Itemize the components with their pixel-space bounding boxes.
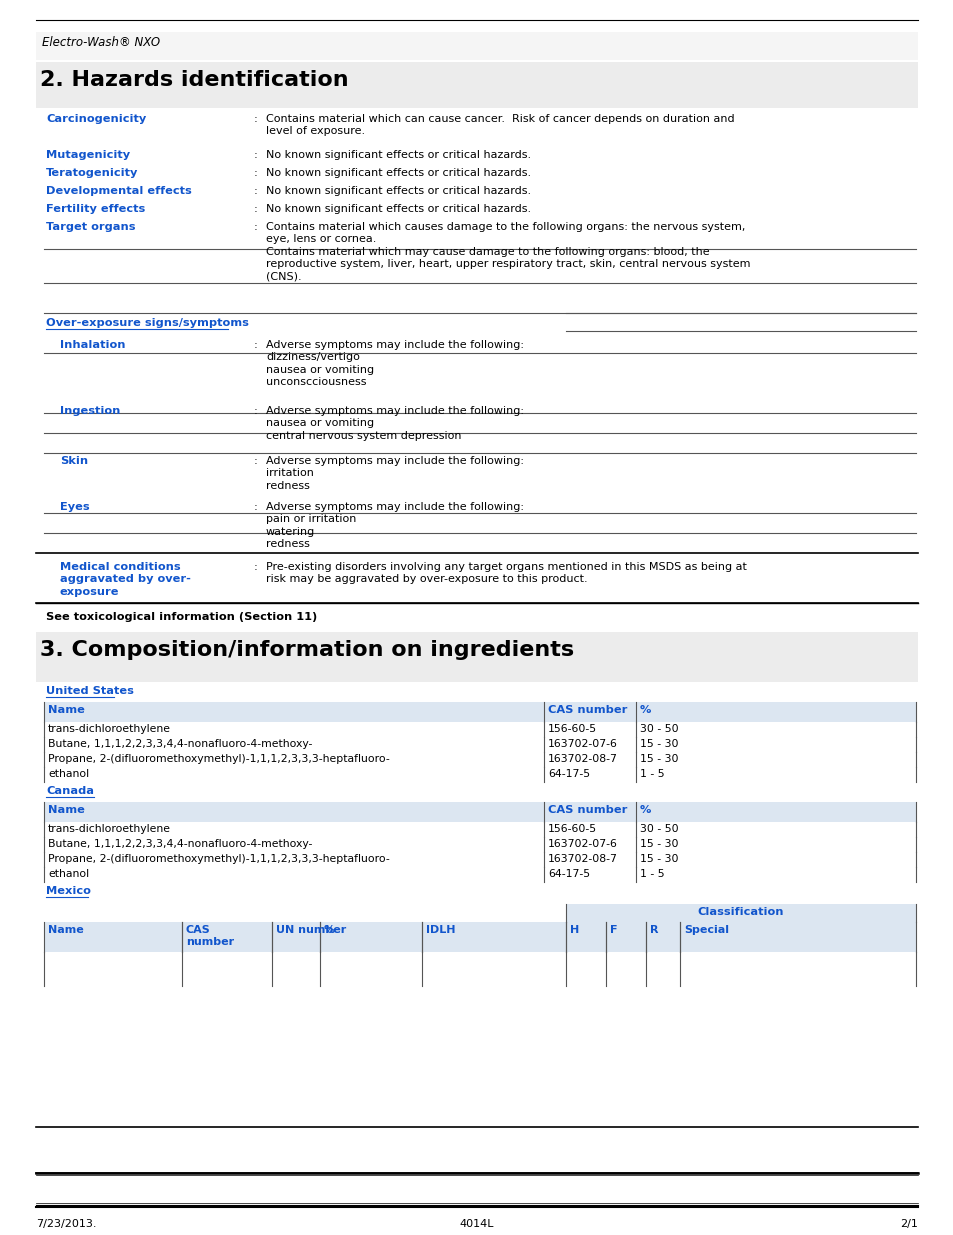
Text: 3. Composition/information on ingredients: 3. Composition/information on ingredient… xyxy=(40,640,574,659)
Text: Adverse symptoms may include the following:
irritation
redness: Adverse symptoms may include the followi… xyxy=(266,456,523,490)
Text: Contains material which can cause cancer.  Risk of cancer depends on duration an: Contains material which can cause cancer… xyxy=(266,114,734,136)
Text: 30 - 50: 30 - 50 xyxy=(639,724,678,734)
Text: No known significant effects or critical hazards.: No known significant effects or critical… xyxy=(266,204,531,214)
Text: CAS number: CAS number xyxy=(547,705,627,715)
Text: Canada: Canada xyxy=(46,785,94,797)
Text: Mexico: Mexico xyxy=(46,885,91,897)
Text: 163702-08-7: 163702-08-7 xyxy=(547,853,618,864)
Text: 15 - 30: 15 - 30 xyxy=(639,853,678,864)
Text: 15 - 30: 15 - 30 xyxy=(639,755,678,764)
Text: 4014L: 4014L xyxy=(459,1219,494,1229)
Text: Ingestion: Ingestion xyxy=(60,406,120,416)
Text: 156-60-5: 156-60-5 xyxy=(547,824,597,834)
Text: :: : xyxy=(253,168,257,178)
Text: Classification: Classification xyxy=(697,906,783,918)
Text: :: : xyxy=(253,562,257,572)
Text: Electro-Wash® NXO: Electro-Wash® NXO xyxy=(42,36,160,49)
Text: Skin: Skin xyxy=(60,456,88,466)
Bar xyxy=(36,32,917,61)
Text: 64-17-5: 64-17-5 xyxy=(547,869,590,879)
Text: Name: Name xyxy=(48,805,85,815)
Text: No known significant effects or critical hazards.: No known significant effects or critical… xyxy=(266,186,531,196)
Text: Target organs: Target organs xyxy=(46,222,135,232)
Text: Inhalation: Inhalation xyxy=(60,340,126,350)
Text: :: : xyxy=(253,222,257,232)
Text: :: : xyxy=(253,114,257,124)
Text: ethanol: ethanol xyxy=(48,769,89,779)
Bar xyxy=(44,923,915,952)
Text: %: % xyxy=(639,805,651,815)
Text: H: H xyxy=(569,925,578,935)
Text: 156-60-5: 156-60-5 xyxy=(547,724,597,734)
Text: Propane, 2-(difluoromethoxymethyl)-1,1,1,2,3,3,3-heptafluoro-: Propane, 2-(difluoromethoxymethyl)-1,1,1… xyxy=(48,853,390,864)
Text: 2/1: 2/1 xyxy=(900,1219,917,1229)
Text: Butane, 1,1,1,2,2,3,3,4,4-nonafluoro-4-methoxy-: Butane, 1,1,1,2,2,3,3,4,4-nonafluoro-4-m… xyxy=(48,839,312,848)
Text: 163702-07-6: 163702-07-6 xyxy=(547,739,618,748)
Text: Developmental effects: Developmental effects xyxy=(46,186,192,196)
Text: Special: Special xyxy=(683,925,728,935)
Text: See toxicological information (Section 11): See toxicological information (Section 1… xyxy=(46,613,317,622)
Text: Mutagenicity: Mutagenicity xyxy=(46,149,130,161)
Bar xyxy=(36,632,917,682)
Text: F: F xyxy=(609,925,617,935)
Text: :: : xyxy=(253,149,257,161)
Text: Over-exposure signs/symptoms: Over-exposure signs/symptoms xyxy=(46,317,249,329)
Text: Butane, 1,1,1,2,2,3,3,4,4-nonafluoro-4-methoxy-: Butane, 1,1,1,2,2,3,3,4,4-nonafluoro-4-m… xyxy=(48,739,312,748)
Text: :: : xyxy=(253,204,257,214)
Text: 2. Hazards identification: 2. Hazards identification xyxy=(40,70,348,90)
Text: Carcinogenicity: Carcinogenicity xyxy=(46,114,146,124)
Text: Fertility effects: Fertility effects xyxy=(46,204,145,214)
Text: :: : xyxy=(253,406,257,416)
Text: Pre-existing disorders involving any target organs mentioned in this MSDS as bei: Pre-existing disorders involving any tar… xyxy=(266,562,746,584)
Text: :: : xyxy=(253,340,257,350)
Text: Adverse symptoms may include the following:
nausea or vomiting
central nervous s: Adverse symptoms may include the followi… xyxy=(266,406,523,441)
Text: 15 - 30: 15 - 30 xyxy=(639,839,678,848)
Text: CAS
number: CAS number xyxy=(186,925,233,947)
Bar xyxy=(44,802,915,823)
Bar xyxy=(565,904,915,923)
Text: Name: Name xyxy=(48,925,84,935)
Text: CAS number: CAS number xyxy=(547,805,627,815)
Text: ethanol: ethanol xyxy=(48,869,89,879)
Text: No known significant effects or critical hazards.: No known significant effects or critical… xyxy=(266,168,531,178)
Text: United States: United States xyxy=(46,685,133,697)
Text: 30 - 50: 30 - 50 xyxy=(639,824,678,834)
Text: :: : xyxy=(253,501,257,513)
Text: Propane, 2-(difluoromethoxymethyl)-1,1,1,2,3,3,3-heptafluoro-: Propane, 2-(difluoromethoxymethyl)-1,1,1… xyxy=(48,755,390,764)
Text: Contains material which causes damage to the following organs: the nervous syste: Contains material which causes damage to… xyxy=(266,222,750,282)
Text: Teratogenicity: Teratogenicity xyxy=(46,168,138,178)
Text: Adverse symptoms may include the following:
pain or irritation
watering
redness: Adverse symptoms may include the followi… xyxy=(266,501,523,550)
Text: :: : xyxy=(253,456,257,466)
Text: IDLH: IDLH xyxy=(426,925,455,935)
Bar xyxy=(36,62,917,107)
Text: 1 - 5: 1 - 5 xyxy=(639,869,664,879)
Text: 1 - 5: 1 - 5 xyxy=(639,769,664,779)
Text: %: % xyxy=(639,705,651,715)
Text: trans-dichloroethylene: trans-dichloroethylene xyxy=(48,824,171,834)
Text: 7/23/2013.: 7/23/2013. xyxy=(36,1219,96,1229)
Bar xyxy=(44,701,915,722)
Text: %: % xyxy=(324,925,335,935)
Text: 15 - 30: 15 - 30 xyxy=(639,739,678,748)
Text: 163702-08-7: 163702-08-7 xyxy=(547,755,618,764)
Text: Adverse symptoms may include the following:
dizziness/vertigo
nausea or vomiting: Adverse symptoms may include the followi… xyxy=(266,340,523,388)
Text: UN number: UN number xyxy=(275,925,346,935)
Text: 64-17-5: 64-17-5 xyxy=(547,769,590,779)
Text: 163702-07-6: 163702-07-6 xyxy=(547,839,618,848)
Text: No known significant effects or critical hazards.: No known significant effects or critical… xyxy=(266,149,531,161)
Text: Name: Name xyxy=(48,705,85,715)
Text: R: R xyxy=(649,925,658,935)
Text: Eyes: Eyes xyxy=(60,501,90,513)
Text: Medical conditions
aggravated by over-
exposure: Medical conditions aggravated by over- e… xyxy=(60,562,191,597)
Text: :: : xyxy=(253,186,257,196)
Text: trans-dichloroethylene: trans-dichloroethylene xyxy=(48,724,171,734)
